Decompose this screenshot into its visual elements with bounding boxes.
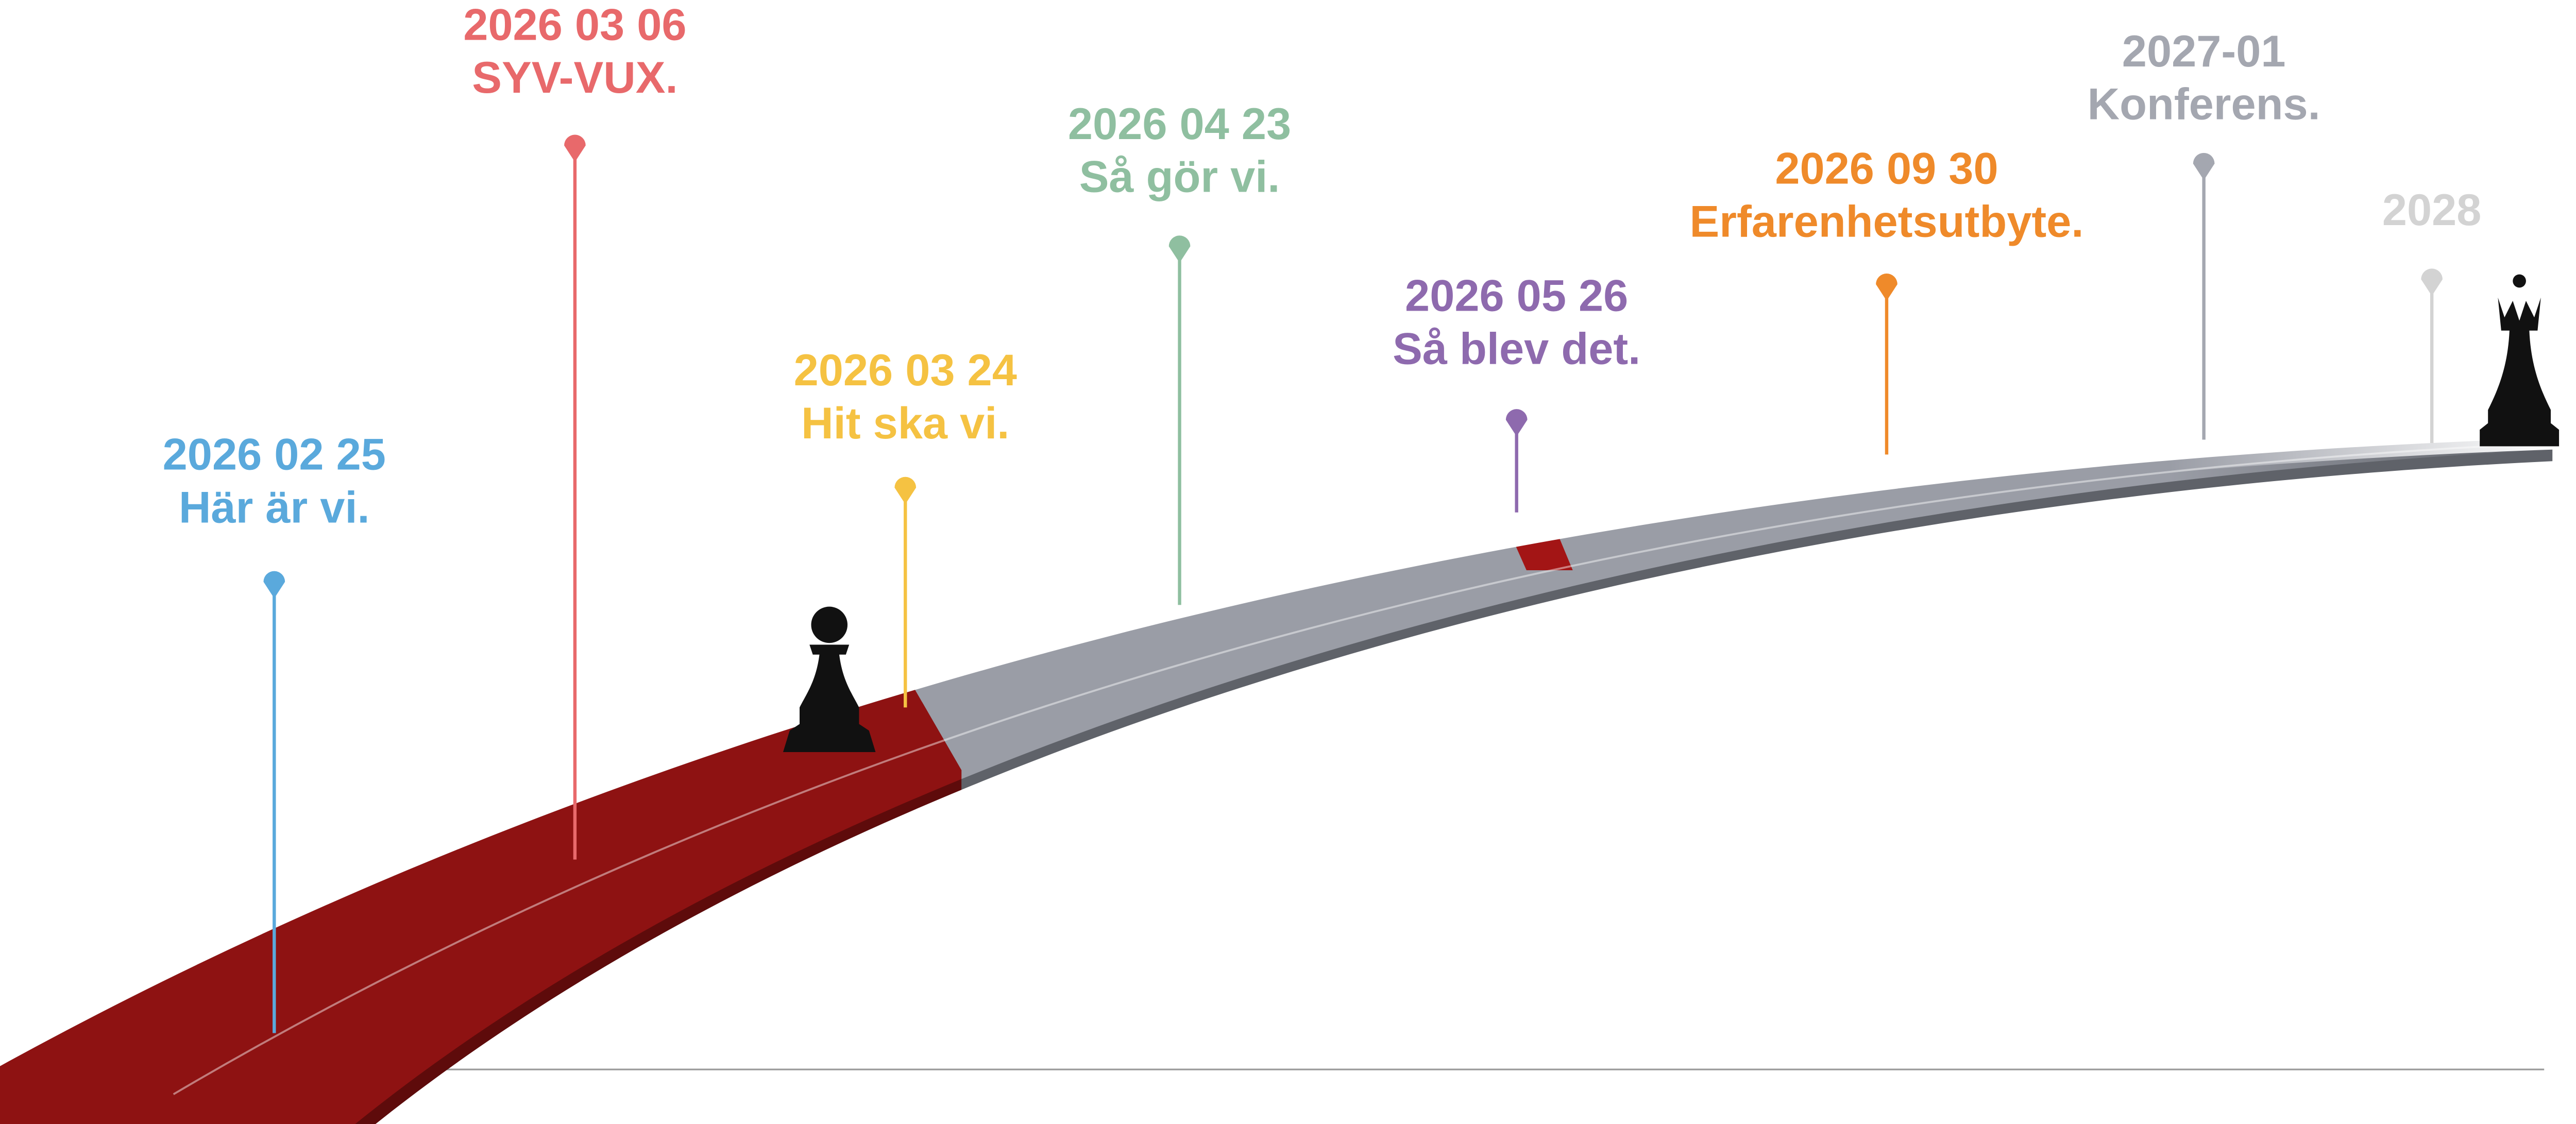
road bbox=[0, 438, 2553, 1124]
pin-head bbox=[1876, 274, 1897, 301]
pin-head bbox=[2421, 268, 2443, 296]
milestone-date: 2027-01 bbox=[2122, 27, 2286, 76]
milestone-date: 2028 bbox=[2382, 185, 2482, 235]
milestone-date: 2026 02 25 bbox=[163, 430, 386, 480]
pin-head bbox=[263, 571, 285, 599]
pin-head bbox=[894, 476, 917, 504]
milestone-label: Erfarenhetsutbyte. bbox=[1690, 197, 2084, 246]
milestone-date: 2026 04 23 bbox=[1068, 99, 1291, 149]
milestone-label: Här är vi. bbox=[179, 483, 370, 532]
milestone-label: Så gör vi. bbox=[1079, 152, 1280, 202]
pin-head bbox=[564, 134, 586, 162]
milestone-label: SYV-VUX. bbox=[472, 53, 677, 103]
center-line bbox=[173, 442, 2553, 1095]
queen-body bbox=[2480, 297, 2560, 447]
queen-tip bbox=[2513, 274, 2526, 288]
queen bbox=[2480, 274, 2560, 447]
pin-head bbox=[1505, 409, 1528, 437]
pin-head bbox=[2193, 152, 2215, 180]
pawn-head bbox=[811, 606, 848, 643]
milestone-date: 2026 03 06 bbox=[463, 0, 686, 49]
milestone-date: 2026 05 26 bbox=[1405, 271, 1628, 321]
milestone-date: 2026 09 30 bbox=[1775, 144, 1998, 194]
road-done bbox=[0, 438, 962, 1124]
milestone-label: Hit ska vi. bbox=[801, 399, 1009, 448]
milestone-date: 2026 03 24 bbox=[794, 346, 1017, 395]
milestone-label: Konferens. bbox=[2088, 79, 2320, 129]
pawn-body bbox=[783, 644, 876, 753]
milestone-label: Så blev det. bbox=[1393, 324, 1640, 373]
pin-head bbox=[1168, 235, 1191, 263]
pawn bbox=[783, 606, 876, 753]
